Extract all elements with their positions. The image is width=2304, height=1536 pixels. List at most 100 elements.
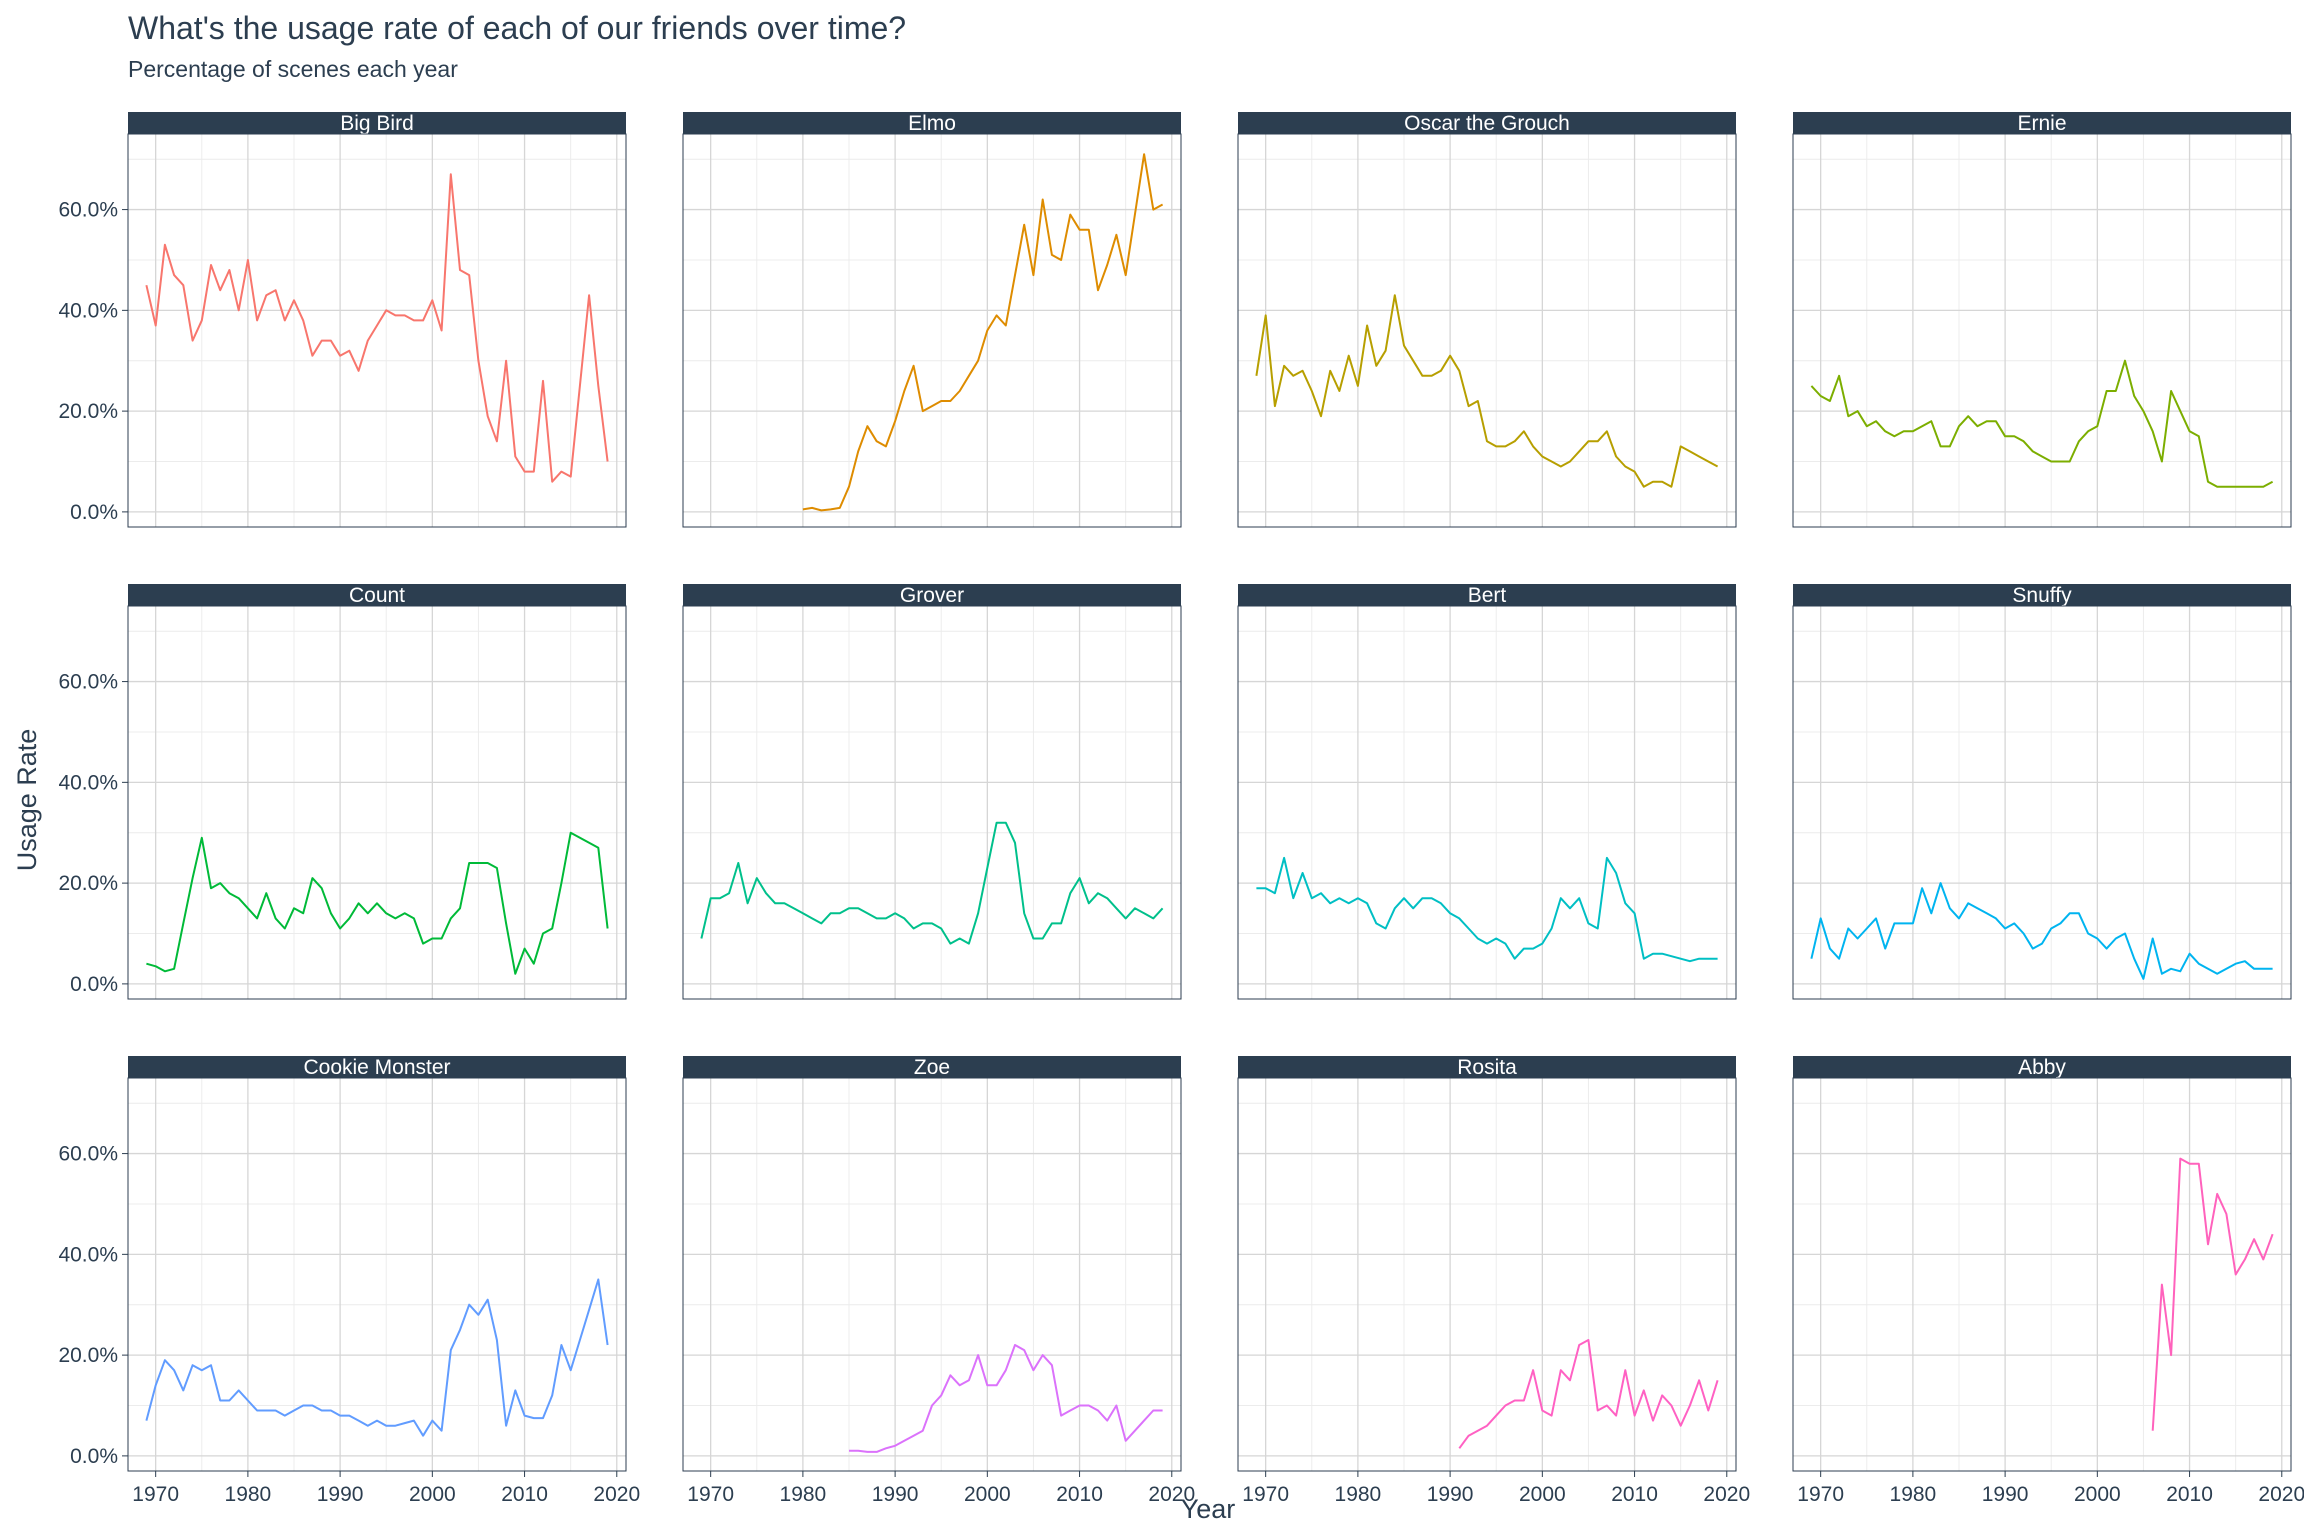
series-line-ernie	[1810, 359, 2274, 488]
x-tick-label: 1990	[317, 1483, 364, 1506]
panel-border	[682, 605, 1182, 1000]
y-tick-label: 0.0%	[70, 973, 118, 996]
facet-strip	[128, 112, 626, 134]
y-tick-label: 40.0%	[58, 299, 118, 322]
x-tick-label: 1980	[1890, 1483, 1937, 1506]
x-tick-label: 1990	[1982, 1483, 2029, 1506]
x-tick-label: 2000	[964, 1483, 1011, 1506]
facet-strip	[683, 112, 1181, 134]
panel-border	[127, 605, 627, 1000]
y-tick-label: 0.0%	[70, 1445, 118, 1468]
panel-abby: Abby 1970 1980 1990 2000 2010 2020	[1792, 1056, 2304, 1506]
facet-label: Ernie	[2017, 112, 2066, 135]
facet-strip	[1238, 584, 1736, 606]
facet-strip	[1793, 584, 2291, 606]
facet-label: Rosita	[1457, 1056, 1517, 1079]
x-tick-label: 2010	[2166, 1483, 2213, 1506]
y-tick-label: 60.0%	[58, 1143, 118, 1166]
facet-strip	[1238, 1056, 1736, 1078]
series-line-count	[146, 831, 609, 975]
x-tick-label: 2000	[1519, 1483, 1566, 1506]
y-tick-label: 40.0%	[58, 1243, 118, 1266]
facet-label: Cookie Monster	[303, 1056, 450, 1079]
facet-label: Oscar the Grouch	[1404, 112, 1570, 135]
x-tick-label: 2000	[409, 1483, 456, 1506]
series-line-cookie-monster	[145, 1278, 609, 1437]
x-tick-label: 1970	[1242, 1483, 1289, 1506]
panel-border	[1792, 1077, 2292, 1472]
x-tick-label: 1980	[1335, 1483, 1382, 1506]
facet-label: Elmo	[908, 112, 956, 135]
facet-strip	[128, 584, 626, 606]
series-line-bert	[1256, 856, 1718, 963]
panel-ernie: Ernie	[1792, 112, 2292, 528]
facet-label: Grover	[900, 584, 964, 607]
panel-snuffy: Snuffy	[1792, 584, 2292, 1000]
x-tick-label: 2010	[1056, 1483, 1103, 1506]
x-tick-label: 1980	[780, 1483, 827, 1506]
panel-zoe: Zoe 1970 1980 1990 2000 2010 2020	[682, 1056, 1195, 1506]
y-tick-label: 0.0%	[70, 501, 118, 524]
panel-border	[1237, 1077, 1737, 1472]
y-axis-title: Usage Rate	[12, 729, 42, 872]
panel-count: Count 0.0% 20.0% 40.0% 60.0%	[58, 584, 627, 1000]
x-tick-label: 1970	[1797, 1483, 1844, 1506]
series-line-rosita	[1458, 1339, 1719, 1449]
panel-grover: Grover	[682, 584, 1182, 1000]
series-line-zoe	[849, 1344, 1163, 1453]
x-tick-label: 1990	[872, 1483, 919, 1506]
facet-strip	[128, 1056, 626, 1078]
panel-bert: Bert	[1237, 584, 1737, 1000]
panel-oscar-the-grouch: Oscar the Grouch	[1237, 112, 1737, 528]
facet-label: Count	[349, 584, 405, 607]
facet-strip	[1793, 1056, 2291, 1078]
facet-label: Big Bird	[340, 112, 414, 135]
x-tick-label: 2000	[2074, 1483, 2121, 1506]
series-line-oscar-the-grouch	[1255, 294, 1719, 488]
panel-border	[1237, 605, 1737, 1000]
panel-border	[127, 133, 627, 528]
series-line-elmo	[802, 153, 1164, 512]
x-tick-label: 1980	[225, 1483, 272, 1506]
facet-strip	[683, 584, 1181, 606]
y-tick-label: 40.0%	[58, 771, 118, 794]
y-tick-label: 20.0%	[58, 872, 118, 895]
y-tick-label: 60.0%	[58, 671, 118, 694]
y-tick-label: 20.0%	[58, 1344, 118, 1367]
x-tick-label: 1970	[687, 1483, 734, 1506]
series-line-snuffy	[1810, 882, 2273, 980]
facet-label: Abby	[2018, 1056, 2066, 1079]
y-tick-label: 20.0%	[58, 400, 118, 423]
chart-title: What's the usage rate of each of our fri…	[128, 10, 907, 46]
panel-border	[1792, 605, 2292, 1000]
x-tick-label: 2020	[2258, 1483, 2304, 1506]
panel-rosita: Rosita 1970 1980 1990 2000 2010 2020	[1237, 1056, 1750, 1506]
panel-border	[1237, 133, 1737, 528]
facet-label: Zoe	[914, 1056, 950, 1079]
y-tick-label: 60.0%	[58, 199, 118, 222]
panel-big-bird: Big Bird 0.0% 20.0% 40.0% 60.0%	[58, 112, 627, 528]
facet-strip	[1793, 112, 2291, 134]
series-line-abby	[2151, 1157, 2274, 1431]
panel-border	[1792, 133, 2292, 528]
x-tick-label: 2020	[1148, 1483, 1195, 1506]
panel-cookie-monster: Cookie Monster 0.0% 20.0% 40.0% 60.0% 1970 198…	[58, 1056, 640, 1506]
x-tick-label: 1990	[1427, 1483, 1474, 1506]
x-tick-label: 2010	[501, 1483, 548, 1506]
series-line-big-bird	[145, 173, 609, 483]
panel-elmo: Elmo	[682, 112, 1182, 528]
facet-label: Bert	[1468, 584, 1507, 607]
facet-label: Snuffy	[2012, 584, 2072, 607]
panel-border	[127, 1077, 627, 1472]
facet-strip	[1238, 112, 1736, 134]
panel-border	[682, 1077, 1182, 1472]
x-axis-title: Year	[1181, 1494, 1236, 1524]
x-tick-label: 1970	[132, 1483, 179, 1506]
chart-subtitle: Percentage of scenes each year	[128, 56, 458, 82]
facet-strip	[683, 1056, 1181, 1078]
x-tick-label: 2020	[1703, 1483, 1750, 1506]
panel-border	[682, 133, 1182, 528]
series-line-grover	[700, 821, 1164, 945]
x-tick-label: 2020	[593, 1483, 640, 1506]
